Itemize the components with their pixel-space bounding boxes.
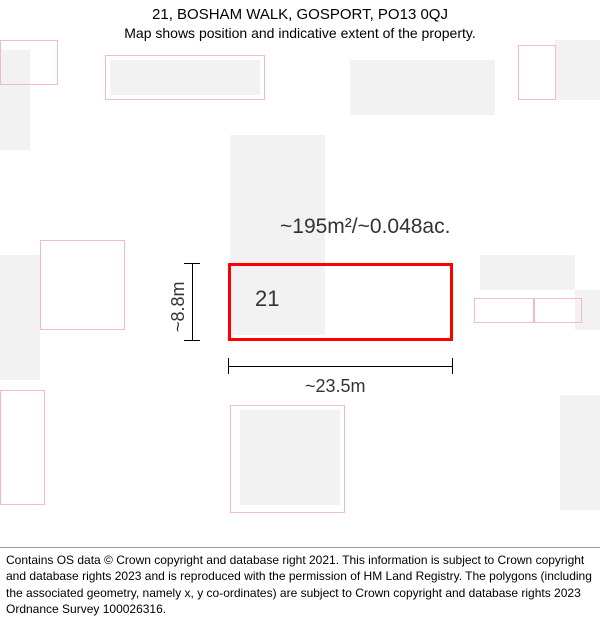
width-dimension-line (228, 366, 453, 367)
page-subtitle: Map shows position and indicative extent… (0, 25, 600, 41)
height-tick-bottom (184, 340, 200, 341)
parcel-outline (534, 298, 582, 323)
building-shape (350, 60, 495, 115)
building-shape (230, 135, 325, 270)
parcel-outline (105, 55, 265, 100)
building-shape (480, 255, 575, 290)
height-dimension-line (192, 263, 193, 341)
plot-number-label: 21 (255, 286, 279, 312)
map-canvas: 21 ~195m²/~0.048ac. ~23.5m ~8.8m (0, 40, 600, 520)
copyright-footer: Contains OS data © Crown copyright and d… (0, 547, 600, 625)
page-title: 21, BOSHAM WALK, GOSPORT, PO13 0QJ (0, 6, 600, 23)
height-tick-top (184, 263, 200, 264)
parcel-outline (40, 240, 125, 330)
parcel-outline (230, 405, 345, 513)
building-shape (0, 255, 40, 380)
area-label: ~195m²/~0.048ac. (280, 215, 450, 239)
width-tick-left (228, 358, 229, 374)
header: 21, BOSHAM WALK, GOSPORT, PO13 0QJ Map s… (0, 0, 600, 41)
parcel-outline (0, 40, 58, 85)
parcel-outline (0, 390, 45, 505)
width-tick-right (452, 358, 453, 374)
parcel-outline (518, 45, 556, 100)
height-label: ~8.8m (168, 281, 189, 332)
width-label: ~23.5m (305, 376, 366, 397)
building-shape (555, 40, 600, 100)
building-shape (560, 395, 600, 510)
parcel-outline (474, 298, 534, 323)
